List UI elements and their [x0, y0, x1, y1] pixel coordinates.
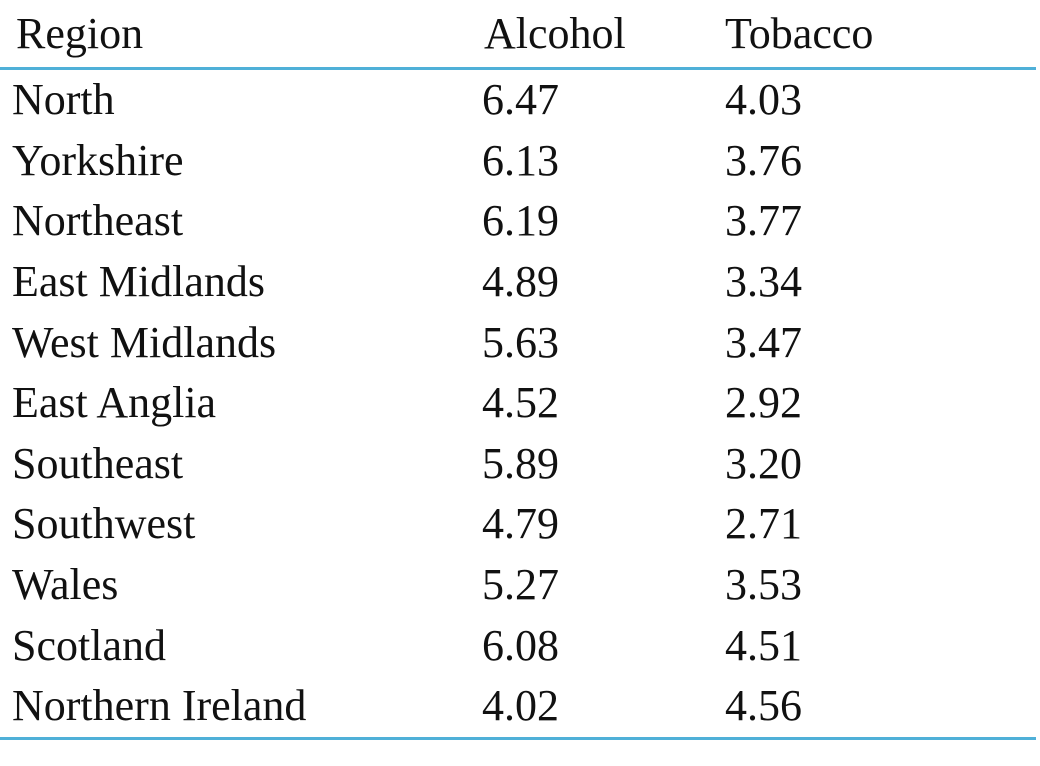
table-row: Southwest 4.79 2.71: [0, 494, 1036, 555]
tobacco-cell: 4.03: [725, 75, 802, 125]
alcohol-cell: 5.27: [482, 560, 559, 610]
alcohol-cell: 6.13: [482, 135, 559, 185]
tobacco-cell: 3.34: [725, 257, 802, 307]
region-cell: Northeast: [12, 196, 184, 246]
table-row: Yorkshire 6.13 3.76: [0, 131, 1036, 192]
region-cell: Northern Ireland: [12, 681, 307, 731]
alcohol-cell: 4.79: [482, 499, 559, 549]
tobacco-cell: 3.77: [725, 196, 802, 246]
table-row: Northern Ireland 4.02 4.56: [0, 676, 1036, 739]
region-cell: Yorkshire: [12, 135, 184, 185]
tobacco-cell: 3.53: [725, 560, 802, 610]
table-row: Northeast 6.19 3.77: [0, 191, 1036, 252]
header-row: Region Alcohol Tobacco: [0, 0, 1036, 69]
table-body: North 6.47 4.03 Yorkshire 6.13 3.76 Nort…: [0, 69, 1036, 739]
region-cell: North: [12, 75, 115, 125]
data-table: Region Alcohol Tobacco North 6.47 4.03 Y…: [0, 0, 1036, 739]
alcohol-cell: 6.47: [482, 75, 559, 125]
alcohol-cell: 4.02: [482, 681, 559, 731]
region-cell: Southwest: [12, 499, 196, 549]
table-row: Scotland 6.08 4.51: [0, 615, 1036, 676]
alcohol-cell: 5.89: [482, 438, 559, 488]
table-row: East Anglia 4.52 2.92: [0, 373, 1036, 434]
alcohol-cell: 6.19: [482, 196, 559, 246]
table-row: Southeast 5.89 3.20: [0, 434, 1036, 495]
region-cell: East Midlands: [12, 257, 265, 307]
table-row: North 6.47 4.03: [0, 69, 1036, 131]
alcohol-cell: 6.08: [482, 620, 559, 670]
tobacco-cell: 2.92: [725, 378, 802, 428]
tobacco-cell: 4.56: [725, 681, 802, 731]
region-cell: Southeast: [12, 438, 184, 488]
alcohol-cell: 4.89: [482, 257, 559, 307]
tobacco-cell: 4.51: [725, 620, 802, 670]
tobacco-cell: 3.47: [725, 317, 802, 367]
tobacco-cell: 3.76: [725, 135, 802, 185]
table-header: Region Alcohol Tobacco: [0, 0, 1036, 69]
region-cell: Wales: [12, 560, 119, 610]
table-row: West Midlands 5.63 3.47: [0, 312, 1036, 373]
table-row: East Midlands 4.89 3.34: [0, 252, 1036, 313]
region-cell: West Midlands: [12, 317, 277, 367]
data-table-container: Region Alcohol Tobacco North 6.47 4.03 Y…: [0, 0, 1036, 739]
column-header-tobacco: Tobacco: [725, 8, 874, 58]
table-row: Wales 5.27 3.53: [0, 555, 1036, 616]
region-cell: Scotland: [12, 620, 166, 670]
column-header-alcohol: Alcohol: [484, 8, 626, 58]
alcohol-cell: 5.63: [482, 317, 559, 367]
alcohol-cell: 4.52: [482, 378, 559, 428]
tobacco-cell: 2.71: [725, 499, 802, 549]
column-header-region: Region: [16, 8, 144, 58]
region-cell: East Anglia: [12, 378, 217, 428]
tobacco-cell: 3.20: [725, 438, 802, 488]
